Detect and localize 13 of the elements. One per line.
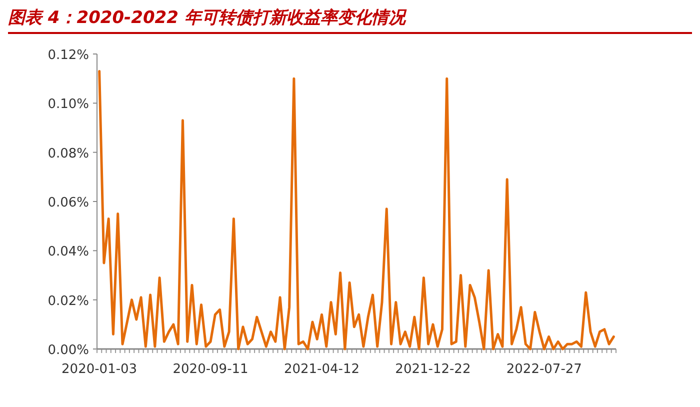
y-tick-label: 0.04% [48,244,89,260]
y-tick-label: 0.02% [48,294,89,309]
x-tick-label: 2021-04-12 [284,362,360,377]
y-tick-label: 0.12% [48,48,89,63]
chart-title: 图表 4：2020-2022 年可转债打新收益率变化情况 [8,4,692,34]
y-tick-label: 0.00% [48,343,89,358]
y-tick-label: 0.06% [48,196,89,210]
y-tick-label: 0.10% [48,97,89,112]
x-tick-label: 2021-12-22 [395,362,471,377]
x-tick-label: 2020-01-03 [62,362,138,377]
x-tick-label: 2022-07-27 [506,362,582,377]
x-tick-label: 2020-09-11 [172,362,248,377]
y-tick-label: 0.08% [48,146,89,162]
